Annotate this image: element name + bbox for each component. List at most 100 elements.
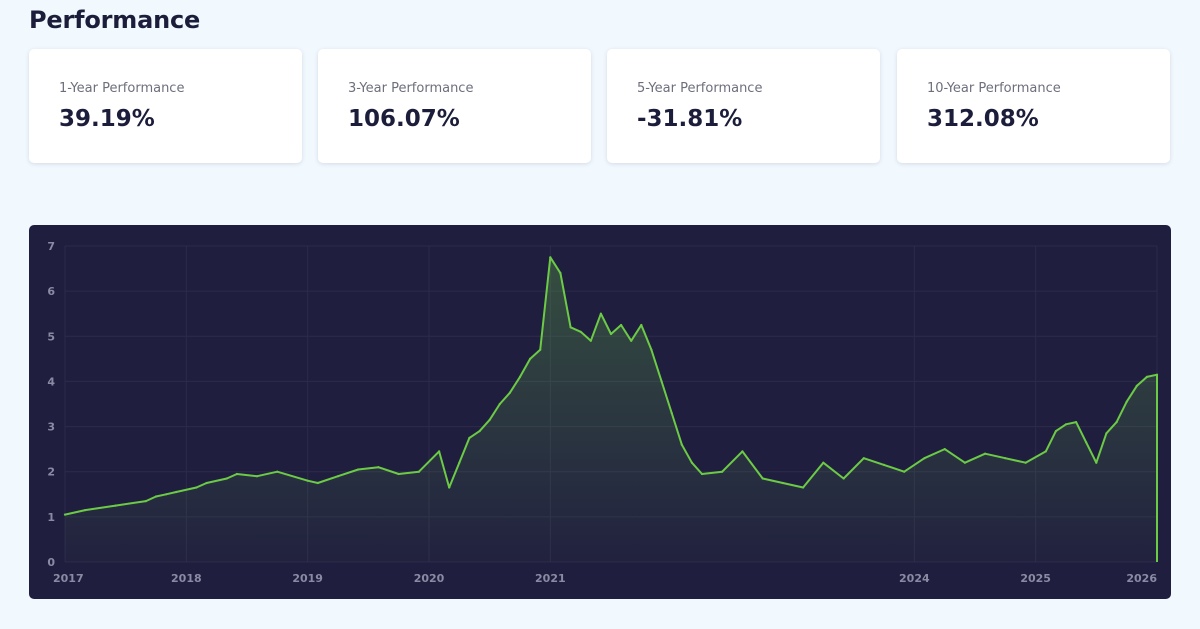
- data-point: [417, 470, 420, 473]
- data-point: [943, 448, 946, 451]
- data-point: [1054, 430, 1057, 433]
- data-point: [154, 495, 158, 498]
- data-point: [822, 461, 825, 464]
- y-tick-label: 5: [47, 330, 55, 343]
- data-point: [559, 272, 562, 275]
- price-chart-svg[interactable]: 0 1 2 3 4 5 6 7 2017 2018 2019 2020 2021 2024 2025 2026: [29, 225, 1171, 599]
- price-chart[interactable]: 0 1 2 3 4 5 6 7 2017 2018 2019 2020 2021 2024 2025 2026: [29, 225, 1171, 599]
- card-value: 39.19%: [59, 106, 155, 132]
- performance-card-5-year: 5-Year Performance -31.81%: [607, 49, 880, 163]
- data-point: [1085, 441, 1088, 444]
- data-point: [579, 330, 582, 333]
- data-point: [114, 504, 117, 507]
- data-point: [903, 470, 906, 473]
- data-point: [256, 475, 259, 478]
- y-tick-label: 2: [47, 466, 55, 479]
- data-point: [1044, 450, 1047, 453]
- data-point: [1024, 461, 1027, 464]
- data-point: [498, 402, 501, 406]
- performance-card-10-year: 10-Year Performance 312.08%: [897, 49, 1170, 163]
- data-point: [569, 326, 572, 329]
- data-point: [235, 472, 238, 476]
- data-point: [984, 452, 987, 455]
- price-area-fill: [65, 257, 1157, 562]
- data-point: [1155, 373, 1159, 376]
- data-point: [700, 472, 704, 476]
- data-point: [276, 470, 279, 473]
- data-point: [448, 486, 451, 489]
- data-point: [721, 470, 724, 473]
- page-title: Performance: [29, 6, 201, 34]
- data-point: [589, 339, 592, 342]
- data-point: [599, 312, 603, 315]
- data-point: [529, 357, 532, 360]
- data-point: [316, 481, 319, 485]
- data-point: [1064, 423, 1068, 426]
- data-point: [225, 477, 228, 480]
- data-point: [165, 493, 168, 496]
- price-series-line[interactable]: [64, 256, 1158, 562]
- data-point: [1145, 375, 1148, 378]
- data-point: [741, 450, 744, 453]
- x-tick-label: 2024: [899, 572, 930, 585]
- data-point: [680, 443, 683, 446]
- x-tick-label: 2025: [1020, 572, 1051, 585]
- x-tick-label: 2017: [53, 572, 84, 585]
- data-point: [670, 411, 673, 415]
- data-point: [518, 375, 522, 378]
- data-point: [377, 466, 380, 469]
- x-tick-label: 2020: [414, 572, 445, 585]
- data-point: [802, 486, 805, 489]
- data-point: [357, 468, 360, 471]
- data-point: [923, 457, 926, 460]
- data-point: [1115, 421, 1118, 424]
- data-point: [660, 380, 663, 383]
- y-tick-label: 0: [47, 556, 55, 569]
- data-point: [620, 323, 623, 327]
- data-point: [650, 348, 653, 351]
- y-tick-label: 4: [47, 375, 55, 388]
- card-value: 312.08%: [927, 106, 1039, 132]
- data-point: [438, 450, 441, 453]
- data-point: [640, 323, 643, 327]
- data-point: [690, 461, 694, 464]
- data-point: [488, 418, 491, 421]
- data-point: [468, 436, 471, 439]
- data-point: [1075, 421, 1078, 424]
- data-point-layer: [63, 256, 1159, 516]
- data-point: [306, 479, 309, 482]
- data-point: [630, 339, 633, 342]
- data-point: [862, 457, 865, 460]
- data-point: [549, 256, 552, 259]
- data-point: [963, 461, 967, 464]
- x-tick-label: 2018: [171, 572, 202, 585]
- data-point: [539, 348, 542, 351]
- data-point: [1135, 384, 1138, 387]
- data-point: [397, 472, 400, 476]
- data-point: [781, 481, 785, 485]
- data-point: [144, 500, 147, 503]
- y-tick-label: 7: [47, 240, 55, 253]
- x-tick-label: 2021: [535, 572, 566, 585]
- data-point: [1004, 457, 1007, 460]
- data-point: [508, 391, 511, 394]
- data-point: [1105, 432, 1108, 435]
- data-point: [195, 486, 198, 489]
- data-point: [175, 490, 178, 494]
- performance-cards: 1-Year Performance 39.19% 3-Year Perform…: [29, 49, 1171, 165]
- card-label: 5-Year Performance: [637, 81, 763, 96]
- data-point: [205, 481, 208, 485]
- card-value: 106.07%: [348, 106, 460, 132]
- data-point: [609, 332, 613, 336]
- card-label: 1-Year Performance: [59, 81, 185, 96]
- data-point: [478, 430, 481, 433]
- data-point: [761, 477, 764, 480]
- performance-card-1-year: 1-Year Performance 39.19%: [29, 49, 302, 163]
- card-label: 3-Year Performance: [348, 81, 474, 96]
- data-point: [458, 461, 461, 464]
- data-point: [63, 513, 67, 516]
- y-tick-label: 3: [47, 421, 55, 434]
- card-value: -31.81%: [637, 106, 743, 132]
- y-tick-label: 6: [47, 285, 55, 298]
- performance-card-3-year: 3-Year Performance 106.07%: [318, 49, 591, 163]
